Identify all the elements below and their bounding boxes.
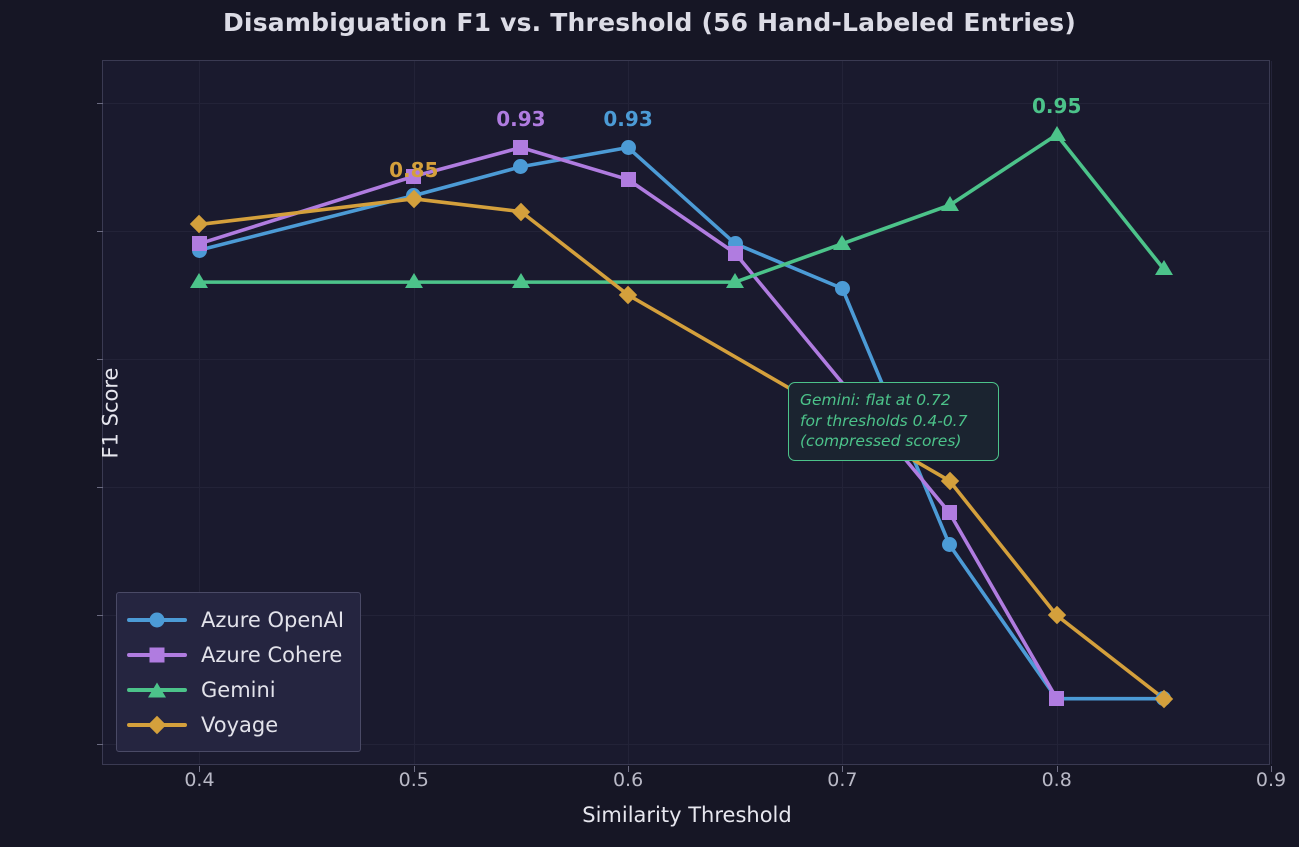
legend-marker-diamond-icon [147,715,167,734]
data-point-marker [620,172,636,188]
grid-line-vertical [628,61,630,764]
series-line [197,132,1166,284]
y-tick-mark [97,615,103,617]
grid-line-horizontal [103,615,1269,617]
grid-line-horizontal [103,359,1269,361]
data-point-marker [1154,260,1173,276]
data-point-marker [404,273,423,289]
legend-marker-square-icon [149,647,165,662]
grid-line-horizontal [103,102,1269,104]
y-tick-mark [97,487,103,489]
legend-swatch [127,714,187,736]
x-tick-label: 0.4 [184,769,215,791]
x-axis-label: Similarity Threshold [582,803,792,827]
legend-label: Azure OpenAI [201,607,345,632]
data-point-marker [511,273,530,289]
annotation-box: Gemini: flat at 0.72 for thresholds 0.4-… [788,382,999,461]
data-point-marker [834,281,850,297]
x-tick-mark [1271,766,1272,772]
y-axis-label: F1 Score [98,367,123,458]
legend-item[interactable]: Azure OpenAI [127,602,344,637]
plot-area: 0.40.50.60.70.80.90.00.20.40.60.81.0 0.9… [97,60,1286,827]
legend-label: Azure Cohere [201,642,343,667]
data-point-marker [942,537,958,553]
y-tick-mark [97,102,103,104]
data-point-marker [513,140,529,156]
data-point-marker [1049,691,1065,707]
chart-legend: Azure OpenAI Azure Cohere Gemini Voyage [116,592,362,752]
x-tick-label: 0.5 [398,769,429,791]
grid-line-vertical [199,61,201,764]
data-point-marker [190,273,209,289]
data-point-marker [726,273,745,289]
legend-swatch [127,609,187,631]
data-point-marker [1047,125,1066,141]
legend-item[interactable]: Voyage [127,707,344,742]
x-tick-mark [1056,766,1058,772]
point-value-label: 0.95 [1032,93,1082,118]
legend-marker-circle-icon [149,612,165,627]
grid-line-vertical [413,61,415,764]
x-tick-label: 0.6 [612,769,644,791]
x-tick-mark [628,766,630,772]
y-tick-mark [97,359,103,361]
data-point-marker [833,234,852,250]
y-tick-mark [97,230,103,232]
point-value-label: 0.85 [389,157,439,182]
grid-line-vertical [1056,61,1058,764]
x-tick-label: 0.8 [1041,769,1072,791]
grid-line-horizontal [103,230,1269,232]
x-tick-mark [199,766,201,772]
x-tick-label: 0.9 [1255,769,1287,791]
legend-label: Voyage [201,712,279,737]
chart-title: Disambiguation F1 vs. Threshold (56 Hand… [222,8,1076,37]
data-point-marker [406,168,422,184]
grid-line-horizontal [103,743,1269,745]
y-tick-mark [97,743,103,745]
x-tick-label: 0.7 [827,769,858,791]
grid-line-horizontal [103,487,1269,489]
legend-marker-triangle-icon [148,682,166,697]
x-tick-mark [842,766,844,772]
legend-item[interactable]: Gemini [127,672,344,707]
data-point-marker [620,140,636,156]
grid-line-vertical [1271,61,1272,764]
legend-swatch [127,644,187,666]
legend-label: Gemini [201,677,276,702]
data-point-marker [191,236,207,252]
annotation-text: Gemini: flat at 0.72 for thresholds 0.4-… [800,391,968,451]
x-tick-mark [413,766,415,772]
data-point-marker [942,505,958,521]
data-point-marker [940,196,959,212]
data-point-marker [727,245,743,261]
point-value-label: 0.93 [496,106,546,131]
point-value-label: 0.93 [603,106,653,131]
legend-item[interactable]: Azure Cohere [127,637,344,672]
legend-swatch [127,679,187,701]
data-point-marker [513,159,529,175]
